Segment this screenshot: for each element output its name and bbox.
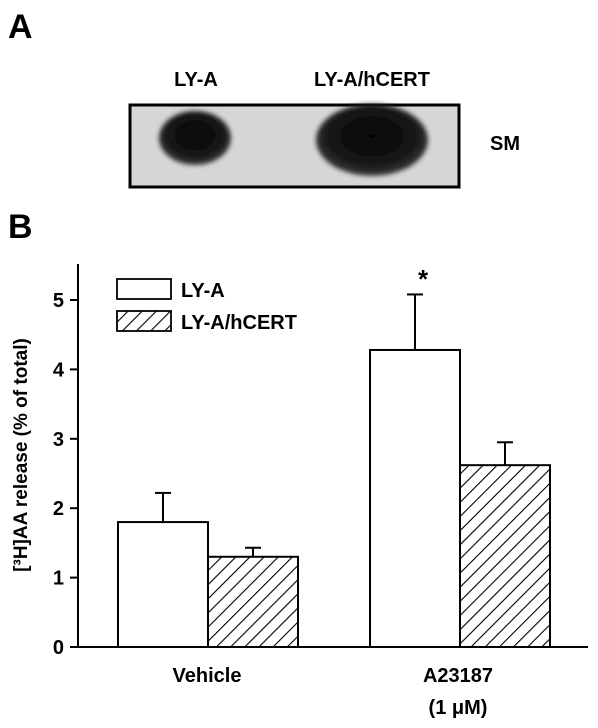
- legend: LY-A LY-A/hCERT: [116, 278, 297, 334]
- band-label-sm: SM: [490, 133, 520, 155]
- y-ticks: 0 1 2 3 4 5: [53, 290, 78, 659]
- panel-b-letter: B: [8, 208, 33, 246]
- bars: [117, 348, 551, 649]
- y-tick-label-0: 0: [53, 637, 64, 659]
- legend-swatch-ly-a: [116, 278, 172, 300]
- y-axis-group: 0 1 2 3 4 5: [53, 264, 79, 659]
- y-tick-label-1: 1: [53, 568, 64, 590]
- x-label-vehicle: Vehicle: [173, 665, 242, 687]
- legend-swatch-ly-a-hcert: [116, 310, 172, 332]
- y-tick-label-3: 3: [53, 429, 64, 451]
- x-category-labels: Vehicle A23187 (1 μM): [173, 665, 494, 719]
- x-label-a23187: A23187: [423, 665, 493, 687]
- bar-ly-a-vehicle: [117, 521, 209, 649]
- bar-ly-a-hcert-vehicle: [207, 555, 299, 649]
- bar-chart: 0 1 2 3 4 5 [³H]AA release (% of total) Vehic…: [11, 264, 588, 719]
- bar-ly-a-a23187: [369, 348, 461, 648]
- legend-label-ly-a: LY-A: [181, 280, 225, 302]
- error-bars: [155, 293, 513, 557]
- y-tick-label-2: 2: [53, 498, 64, 520]
- y-tick-label-5: 5: [53, 290, 64, 312]
- y-axis-label: [³H]AA release (% of total): [11, 338, 32, 572]
- legend-label-ly-a-hcert: LY-A/hCERT: [181, 312, 297, 334]
- tlc-plate: [128, 103, 461, 189]
- significance-asterisk: *: [418, 264, 429, 294]
- y-tick-label-4: 4: [53, 359, 65, 381]
- bar-ly-a-hcert-a23187: [459, 464, 551, 648]
- panel-a-letter: A: [8, 8, 33, 46]
- lane-label-ly-a-hcert: LY-A/hCERT: [314, 69, 430, 91]
- x-sublabel-a23187: (1 μM): [429, 697, 488, 719]
- sm-spot-ly-a-hcert: [316, 104, 428, 176]
- sm-spot-ly-a: [159, 111, 231, 165]
- lane-label-ly-a: LY-A: [174, 69, 218, 91]
